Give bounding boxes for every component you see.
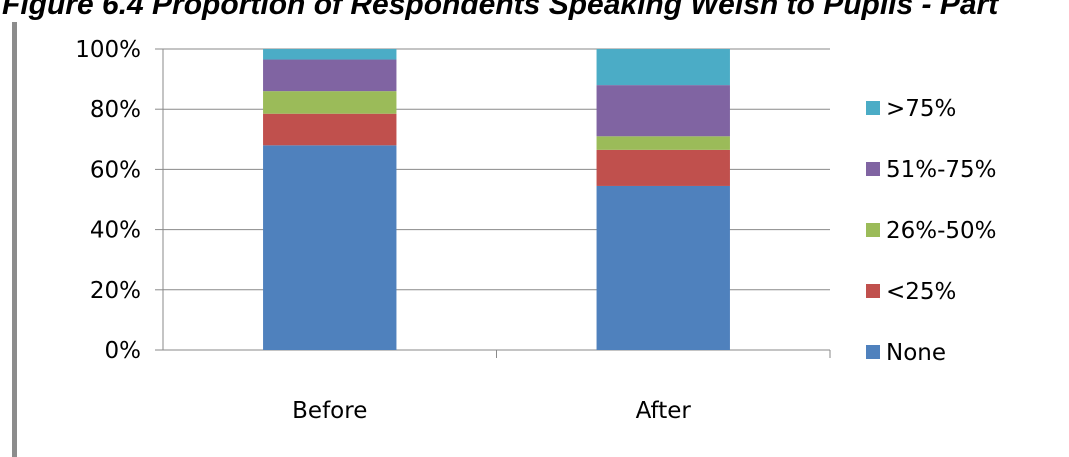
bar-segment [596,49,730,86]
y-tick-label: 100% [75,37,141,63]
bar-segment [263,91,397,114]
bar-segment [596,149,730,186]
x-category-label: Before [292,398,367,424]
legend-swatch [866,101,880,115]
legend-label: 26%-50% [886,218,997,244]
y-tick-label: 20% [90,278,141,304]
legend-label: 51%-75% [886,157,997,183]
legend-swatch [866,223,880,237]
legend-label: <25% [886,279,956,305]
bars [263,49,730,350]
x-axis-labels: Before After [292,398,691,424]
bar-segment [263,59,397,92]
legend-label: None [886,340,946,366]
legend-swatch [866,345,880,359]
bar-segment [596,85,730,137]
legend-swatch [866,284,880,298]
chart-title: Figure 6.4 Proportion of Respondents Spe… [2,0,999,21]
y-tick-label: 0% [105,338,142,364]
y-tick-label: 80% [90,97,141,123]
x-category-label: After [636,398,692,424]
frame-border [12,22,17,457]
bar-segment [263,49,397,60]
y-tick-label: 40% [90,218,141,244]
y-tick-label: 60% [90,157,141,183]
legend-label: >75% [886,96,956,122]
bar-segment [263,145,397,350]
y-axis-ticks: 0% 20% 40% 60% 80% 100% [75,37,141,364]
bar-segment [263,113,397,146]
bar-segment [596,136,730,150]
legend-swatch [866,162,880,176]
bar-segment [596,185,730,350]
legend: >75% 51%-75% 26%-50% <25% None [866,96,997,366]
